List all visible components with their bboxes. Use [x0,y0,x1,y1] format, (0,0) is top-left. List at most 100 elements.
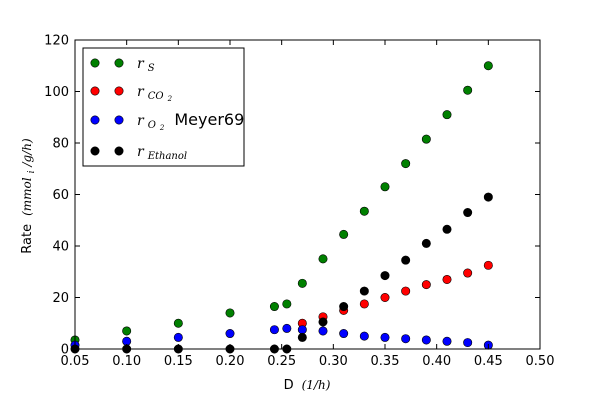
data-point [463,268,473,278]
x-tick-label: 0.10 [112,354,141,369]
y-axis-label-unit-b: /g/h) [20,138,34,167]
data-point [380,271,390,281]
data-point [442,110,452,120]
legend-entry-co2: r CO 2 [90,83,173,103]
data-point [359,206,369,216]
legend-label-ethanol-base: r [137,144,145,160]
data-point [421,134,431,144]
legend-label-o2-sub: O [148,120,156,131]
legend-entry-o2: r O 2 Meyer69 [90,110,244,134]
legend-label-o2-base: r [137,113,145,129]
series-1 [297,260,493,328]
data-point [318,317,328,327]
x-tick-label: 0.45 [474,354,503,369]
legend-label-co2-sub2: 2 [167,95,173,103]
data-point [421,238,431,248]
legend-label-co2-base: r [137,84,145,100]
data-point [339,229,349,239]
x-tick-label: 0.25 [267,354,296,369]
data-point [401,255,411,265]
data-point [269,325,279,335]
data-point [463,208,473,218]
data-point [225,329,235,339]
legend-marker-s-1 [90,58,100,68]
data-point [380,292,390,302]
y-axis-label-prefix: Rate [20,224,35,254]
series-0 [70,61,493,345]
data-point [318,254,328,264]
x-axis-label-unit: (1/h) [302,378,331,392]
legend-marker-s-2 [114,58,124,68]
legend-label-s-base: r [137,56,145,72]
x-tick-label: 0.35 [371,354,400,369]
data-point [297,325,307,335]
data-point [421,335,431,345]
legend-marker-o2-1 [90,115,100,125]
legend-label-o2-extra: Meyer69 [174,110,244,129]
x-tick-label: 0.50 [526,354,555,369]
data-point [282,323,292,333]
data-point [442,224,452,234]
data-point [421,280,431,290]
data-point [483,260,493,270]
y-tick-label: 60 [52,188,69,203]
legend-label-ethanol: r Ethanol [137,143,187,162]
data-point [269,302,279,312]
data-point [282,299,292,309]
data-point [442,274,452,284]
x-tick-label: 0.30 [319,354,348,369]
data-point [297,332,307,342]
y-tick-label: 40 [52,240,69,255]
data-point [225,308,235,318]
legend-entry-ethanol: r Ethanol [90,143,187,162]
legend-label-s: r S [137,55,155,74]
legend-marker-co2-1 [90,86,100,96]
data-point [483,61,493,71]
data-point [173,332,183,342]
legend-frame [82,47,245,167]
y-axis-label-unit-a: (mmol [20,177,34,216]
legend: r S r CO 2 r O 2 Meyer69 [82,47,245,167]
series-3 [70,192,493,354]
x-axis-label: D (1/h) [284,376,331,393]
legend-marker-co2-2 [114,86,124,96]
y-axis-label: Rate (mmol i /g/h) [18,138,38,254]
points-layer [70,61,493,354]
data-point [339,302,349,312]
x-axis-label-prefix: D [284,378,294,393]
data-point [401,159,411,169]
data-point [401,286,411,296]
data-point [122,326,132,336]
data-point [463,85,473,95]
data-point [359,286,369,296]
y-tick-label: 100 [44,85,69,100]
data-point [442,336,452,346]
x-tick-label: 0.15 [164,354,193,369]
y-tick-label: 120 [44,34,69,49]
data-point [401,334,411,344]
data-point [380,182,390,192]
data-point [483,192,493,202]
x-tick-label: 0.40 [422,354,451,369]
data-point [173,318,183,328]
x-tick-label: 0.05 [61,354,90,369]
y-tick-label: 0 [61,343,69,358]
data-point [339,329,349,339]
y-tick-label: 80 [52,137,69,152]
data-point [359,331,369,341]
legend-label-o2-sub2: 2 [159,124,165,132]
legend-label-ethanol-sub: Ethanol [147,151,187,162]
legend-label-co2: r CO 2 [137,83,173,103]
y-tick-label: 20 [52,291,69,306]
ticks-layer: 0.05 0.10 0.15 0.20 0.25 0.30 0.35 0.40 0.45 0.50… [44,34,554,370]
y-axis-label-unit-sub: i [27,170,37,173]
legend-entry-s: r S [90,55,155,74]
legend-marker-ethanol-2 [114,146,124,156]
legend-label-o2: r O 2 Meyer69 [137,110,244,134]
legend-label-s-sub: S [148,63,155,74]
data-point [380,332,390,342]
data-point [463,338,473,348]
legend-label-co2-sub: CO [148,91,164,102]
legend-marker-ethanol-1 [90,146,100,156]
